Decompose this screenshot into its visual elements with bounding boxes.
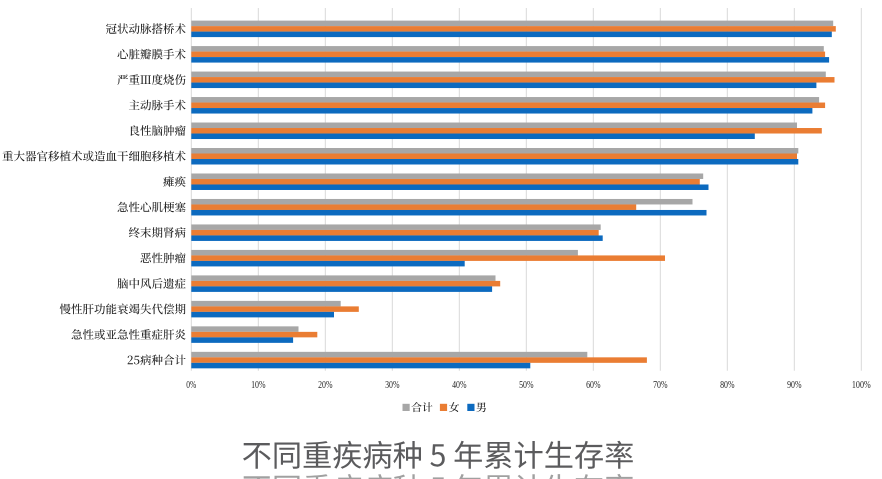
- svg-text:90%: 90%: [787, 380, 801, 391]
- svg-text:40%: 40%: [452, 380, 466, 391]
- svg-text:80%: 80%: [720, 380, 734, 391]
- svg-text:20%: 20%: [318, 380, 332, 391]
- svg-text:50%: 50%: [519, 380, 533, 391]
- svg-text:100%: 100%: [852, 380, 871, 391]
- svg-text:0%: 0%: [186, 380, 196, 391]
- svg-text:70%: 70%: [653, 380, 667, 391]
- svg-text:10%: 10%: [251, 380, 265, 391]
- svg-text:60%: 60%: [586, 380, 600, 391]
- svg-text:30%: 30%: [385, 380, 399, 391]
